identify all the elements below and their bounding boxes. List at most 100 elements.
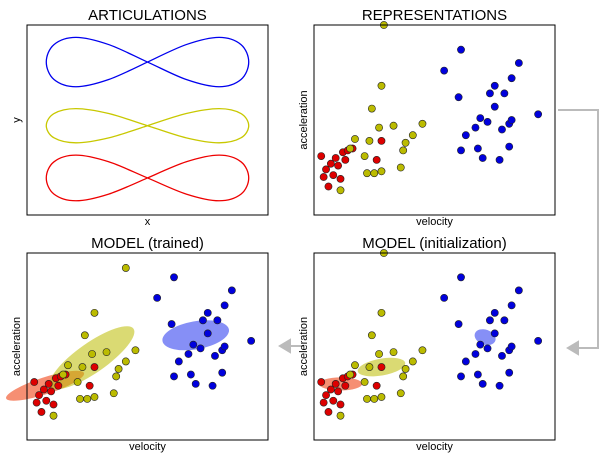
point — [42, 396, 51, 405]
point — [478, 379, 487, 388]
point — [317, 152, 326, 160]
point — [78, 363, 87, 371]
point — [334, 387, 342, 396]
panel: REPRESENTATIONS velocity acceleration — [298, 7, 556, 228]
point — [367, 104, 376, 113]
point — [363, 394, 371, 403]
point — [174, 357, 183, 366]
point — [372, 381, 381, 390]
point — [399, 146, 408, 155]
point — [473, 370, 482, 379]
point — [478, 154, 487, 162]
point — [37, 408, 46, 416]
point — [365, 136, 374, 145]
arrows — [278, 109, 599, 356]
panel-title: MODEL (trained) — [91, 235, 204, 252]
y-axis-label: y — [11, 117, 23, 123]
point — [498, 351, 506, 360]
point — [396, 163, 405, 172]
point — [351, 135, 359, 143]
point — [35, 391, 43, 400]
point — [483, 118, 492, 126]
point — [377, 393, 386, 401]
point — [408, 131, 417, 140]
point — [408, 357, 417, 366]
point — [331, 154, 340, 162]
point — [336, 186, 345, 195]
point — [514, 286, 523, 295]
point — [336, 174, 345, 183]
point — [399, 372, 408, 381]
plot-frame — [26, 252, 269, 441]
point — [440, 293, 449, 302]
point — [418, 119, 427, 128]
point — [317, 378, 326, 386]
point — [377, 81, 386, 90]
point — [203, 308, 212, 317]
x-axis-label: velocity — [416, 216, 453, 228]
point — [375, 350, 383, 358]
point — [457, 146, 465, 155]
point — [534, 110, 543, 119]
point — [220, 301, 229, 310]
point — [495, 381, 504, 390]
point — [88, 350, 96, 358]
point — [401, 138, 410, 147]
point — [461, 357, 470, 366]
point — [32, 398, 41, 407]
point — [322, 391, 330, 400]
point — [30, 378, 39, 386]
point — [90, 363, 99, 371]
y-axis-label: acceleration — [11, 317, 23, 376]
point — [454, 93, 463, 102]
panel: MODEL (initialization) velocity accelerati… — [298, 235, 556, 453]
point — [186, 370, 195, 379]
point — [112, 372, 121, 381]
point — [90, 308, 99, 317]
panel-title: REPRESENTATIONS — [362, 7, 507, 24]
point — [377, 136, 386, 145]
point — [49, 411, 58, 420]
point — [114, 365, 123, 373]
point — [370, 394, 379, 403]
point — [54, 381, 63, 390]
point — [326, 159, 335, 168]
panel-title: MODEL (initialization) — [362, 235, 507, 252]
point — [476, 114, 485, 122]
point — [83, 394, 92, 403]
point — [498, 125, 506, 134]
point — [389, 121, 398, 130]
point — [490, 81, 499, 90]
point — [199, 316, 207, 325]
point — [363, 169, 371, 178]
point — [375, 123, 383, 132]
panel-title: ARTICULATIONS — [88, 7, 207, 24]
point — [370, 169, 379, 178]
point — [73, 378, 82, 386]
point — [247, 336, 256, 345]
point — [490, 329, 499, 338]
point — [495, 155, 504, 164]
trajectory — [45, 107, 250, 144]
point — [490, 308, 499, 317]
point — [211, 351, 219, 360]
point — [341, 381, 350, 390]
point — [336, 411, 345, 420]
plot-frame — [313, 24, 556, 216]
point — [324, 408, 333, 416]
point — [220, 342, 229, 351]
point — [360, 378, 369, 386]
point — [360, 152, 369, 160]
point — [473, 144, 482, 153]
point — [85, 381, 94, 390]
panel: MODEL (trained) velocity acceleration — [6, 235, 269, 453]
plot-frame — [26, 24, 269, 216]
point — [377, 363, 386, 371]
point — [131, 346, 140, 355]
point — [59, 370, 68, 379]
point — [471, 123, 480, 132]
trajectory — [45, 154, 250, 202]
point — [500, 316, 509, 325]
point — [189, 340, 198, 349]
